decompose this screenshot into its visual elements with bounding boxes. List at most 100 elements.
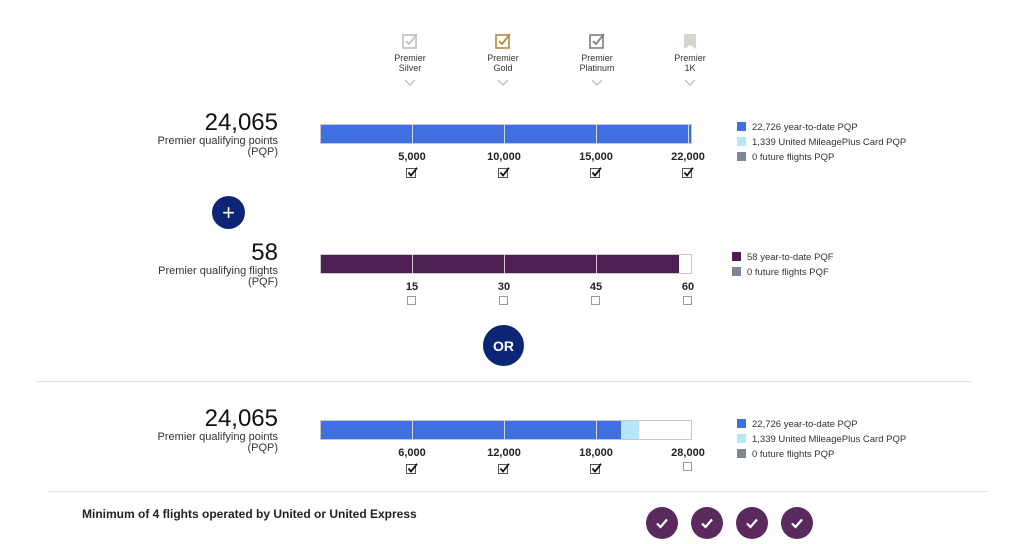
tier-label-line1: Premier [487, 53, 519, 63]
legend-swatch [737, 152, 746, 161]
unchecked-box-icon [499, 296, 508, 305]
checked-box-icon [590, 461, 602, 474]
pqf-metric: 58 Premier qualifying flights (PQF) [60, 240, 278, 288]
checked-box-icon [498, 461, 510, 474]
legend-swatch [737, 419, 746, 428]
legend-text: 22,726 year-to-date PQP [752, 419, 858, 430]
pqf-tick-line [504, 255, 505, 273]
chevron-down-icon [497, 79, 509, 86]
pqp-ytd-fill [321, 125, 691, 143]
pqp-alt-tick-label: 12,000 [487, 447, 521, 459]
legend-item: 0 future flights PQP [737, 150, 906, 165]
unchecked-box-icon [683, 462, 692, 471]
pqp-alt-tick-label: 6,000 [398, 447, 426, 459]
legend-item: 0 future flights PQF [732, 265, 834, 280]
bookmark-1k-icon [684, 34, 696, 49]
pqp-value: 24,065 [204, 109, 278, 136]
legend-item: 22,726 year-to-date PQP [737, 417, 906, 432]
pqf-value: 58 [251, 239, 278, 266]
pqf-tick-label: 15 [405, 281, 419, 293]
min-flights-text: Minimum of 4 flights operated by United … [82, 507, 417, 521]
pqf-progress-bar [320, 254, 692, 274]
flight-check-icon [736, 507, 768, 539]
tier-premier-platinum[interactable]: Premier Platinum [567, 32, 627, 87]
check-box-gold-icon [495, 33, 511, 49]
section-divider [36, 381, 971, 382]
legend-item: 58 year-to-date PQF [732, 250, 834, 265]
unchecked-box-icon [407, 296, 416, 305]
chevron-down-icon [404, 79, 416, 86]
pqp-alt-tick-line [688, 421, 689, 439]
or-label: OR [493, 337, 514, 354]
check-box-silver-icon [402, 33, 418, 49]
legend-text: 1,339 United MileagePlus Card PQP [752, 137, 907, 148]
legend-text: 58 year-to-date PQF [747, 252, 834, 263]
flight-check-icon [646, 507, 678, 539]
flight-check-icon [691, 507, 723, 539]
pqf-tick-label: 30 [497, 281, 511, 293]
or-badge: OR [483, 325, 524, 366]
legend-text: 22,726 year-to-date PQP [752, 122, 858, 133]
pqp-alt-card-fill [621, 421, 639, 439]
pqf-tick-label: 45 [589, 281, 603, 293]
pqp-legend: 22,726 year-to-date PQP 1,339 United Mil… [737, 120, 906, 165]
legend-swatch [737, 449, 746, 458]
tier-premier-silver[interactable]: Premier Silver [380, 32, 440, 87]
checked-box-icon [590, 165, 602, 178]
pqp-alt-abbr: (PQP) [247, 442, 278, 454]
chevron-down-icon [591, 79, 603, 86]
pqp-alt-tick-line [412, 421, 413, 439]
tier-premier-1k[interactable]: Premier 1K [660, 32, 720, 87]
unchecked-box-icon [591, 296, 600, 305]
pqp-metric: 24,065 Premier qualifying points (PQP) [60, 110, 278, 158]
tier-label-line2: Gold [493, 63, 513, 73]
pqf-abbr: (PQF) [248, 276, 278, 288]
legend-text: 0 future flights PQF [747, 267, 829, 278]
legend-swatch [732, 252, 741, 261]
flight-check-icon [781, 507, 813, 539]
legend-swatch [732, 267, 741, 276]
pqf-tick-line [412, 255, 413, 273]
pqp-alt-progress-bar [320, 420, 692, 440]
pqp-alt-tick-line [504, 421, 505, 439]
pqp-tick-line [504, 125, 505, 143]
pqp-alt-ytd-fill [321, 421, 622, 439]
legend-text: 0 future flights PQP [752, 449, 835, 460]
pqf-tick-line [596, 255, 597, 273]
legend-swatch [737, 122, 746, 131]
pqp-alt-tick-label: 18,000 [579, 447, 613, 459]
checked-box-icon [498, 165, 510, 178]
checked-box-icon [406, 165, 418, 178]
legend-text: 0 future flights PQP [752, 152, 835, 163]
section-divider [48, 491, 988, 492]
pqp-alt-tick-line [596, 421, 597, 439]
unchecked-box-icon [683, 296, 692, 305]
check-box-platinum-icon [589, 33, 605, 49]
pqp-abbr: (PQP) [247, 146, 278, 158]
pqf-tick-line [688, 255, 689, 273]
legend-item: 0 future flights PQP [737, 447, 906, 462]
pqf-tick-label: 60 [681, 281, 695, 293]
chevron-down-icon [684, 79, 696, 86]
pqp-label: Premier qualifying points [157, 135, 278, 147]
tier-label-line2: Silver [398, 63, 422, 73]
pqp-alt-tick-label: 28,000 [671, 447, 705, 459]
checked-box-icon [682, 165, 694, 178]
pqp-progress-bar [320, 124, 692, 144]
tier-label-line1: Premier [394, 53, 426, 63]
plus-icon: + [212, 196, 245, 229]
pqp-alt-label: Premier qualifying points [157, 431, 278, 443]
pqp-tick-label: 10,000 [487, 151, 521, 163]
pqp-alt-metric: 24,065 Premier qualifying points (PQP) [60, 406, 278, 454]
legend-text: 1,339 United MileagePlus Card PQP [752, 434, 907, 445]
legend-item: 22,726 year-to-date PQP [737, 120, 906, 135]
tier-label-line2: 1K [684, 63, 696, 73]
pqp-alt-value: 24,065 [204, 405, 278, 432]
plus-symbol: + [222, 199, 235, 225]
legend-swatch [737, 137, 746, 146]
pqp-tick-label: 15,000 [579, 151, 613, 163]
pqf-ytd-fill [321, 255, 679, 273]
legend-item: 1,339 United MileagePlus Card PQP [737, 432, 906, 447]
tier-premier-gold[interactable]: Premier Gold [473, 32, 533, 87]
tier-label-line1: Premier [674, 53, 706, 63]
